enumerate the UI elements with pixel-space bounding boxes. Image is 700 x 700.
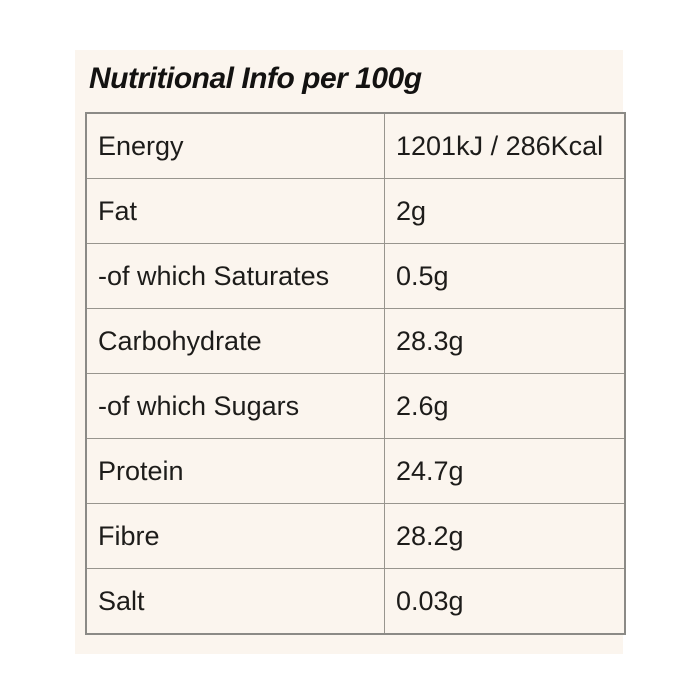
nutrient-value: 2.6g [384,373,626,439]
nutrient-value: 0.5g [384,243,626,309]
table-row: Energy 1201kJ / 286Kcal [85,112,626,179]
nutrient-value: 28.3g [384,308,626,374]
nutrient-label: -of which Sugars [85,373,385,439]
nutrient-value: 1201kJ / 286Kcal [384,112,626,179]
nutrition-card: Nutritional Info per 100g Energy 1201kJ … [75,50,626,654]
table-row: Fibre 28.2g [85,503,626,569]
table-row: Fat 2g [85,178,626,244]
nutrient-label: -of which Saturates [85,243,385,309]
table-row: -of which Saturates 0.5g [85,243,626,309]
nutrient-label: Energy [85,112,385,179]
nutrient-value: 0.03g [384,568,626,635]
nutrient-label: Fibre [85,503,385,569]
nutrient-label: Salt [85,568,385,635]
nutrient-value: 24.7g [384,438,626,504]
nutrient-value: 2g [384,178,626,244]
table-row: Salt 0.03g [85,568,626,635]
table-row: Protein 24.7g [85,438,626,504]
table-row: -of which Sugars 2.6g [85,373,626,439]
nutrient-value: 28.2g [384,503,626,569]
table-row: Carbohydrate 28.3g [85,308,626,374]
nutrient-label: Fat [85,178,385,244]
page-title: Nutritional Info per 100g [89,62,422,95]
nutrient-label: Protein [85,438,385,504]
nutrition-table: Energy 1201kJ / 286Kcal Fat 2g -of which… [85,112,626,635]
nutrient-label: Carbohydrate [85,308,385,374]
